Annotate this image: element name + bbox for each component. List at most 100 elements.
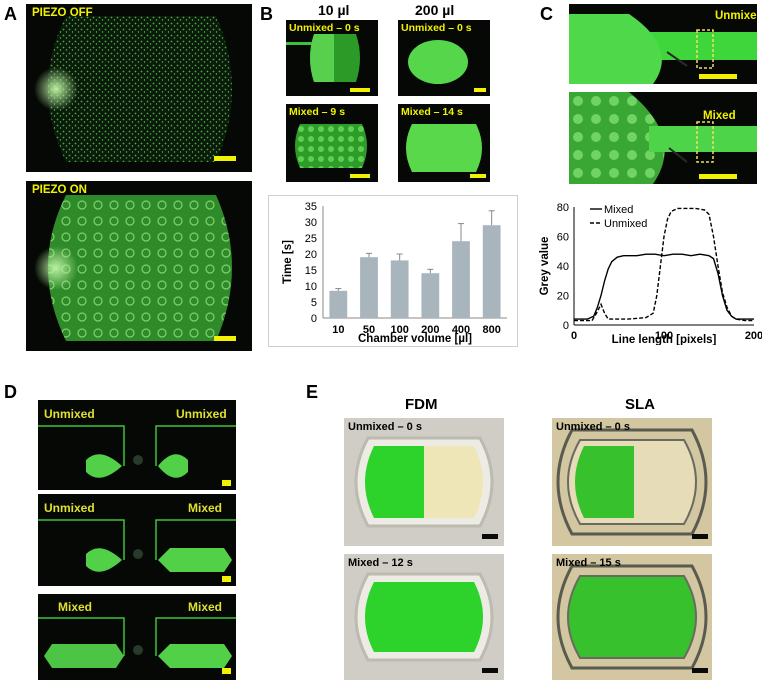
chamber-image-200ul-unmixed: Unmixed – 0 s <box>398 20 490 96</box>
bar <box>452 241 470 318</box>
chamber-speckle-graphic <box>34 16 232 162</box>
right-chamber-label: Mixed <box>188 600 223 614</box>
photo-fdm-mixed: Mixed – 12 s <box>344 554 504 680</box>
series-line-unmixed <box>574 207 754 322</box>
scale-bar <box>350 88 370 92</box>
y-tick-label: 0 <box>563 320 569 332</box>
x-tick-label: 100 <box>655 330 673 342</box>
y-tick-label: 30 <box>305 217 317 229</box>
x-tick-label: 10 <box>332 324 344 336</box>
right-chamber-label: Unmixed <box>176 407 227 421</box>
bar-chart-mixing-time: 0 5 10 15 20 25 30 35 10 50 100 200 400 800 Chamber vo… <box>282 201 507 345</box>
dual-chamber-graphic <box>38 425 236 478</box>
chamber-mixed-graphic <box>34 195 232 341</box>
y-tick-label: 20 <box>557 291 569 303</box>
x-tick-label: 50 <box>363 324 375 336</box>
scale-bar <box>470 174 486 178</box>
fdm-chip-graphic <box>344 418 504 546</box>
dual-chamber-graphic <box>38 519 236 572</box>
scale-bar <box>482 668 498 673</box>
piezo-off-label: PIEZO OFF <box>32 7 93 19</box>
mixed-label: Mixed <box>703 110 736 122</box>
line-chart-frame: 0 20 40 60 80 0 100 200 Mixed Unmixed Line length … <box>534 195 763 346</box>
y-tick-label: 0 <box>311 313 317 325</box>
dual-chamber-image-row-2: Unmixed Mixed <box>38 494 236 586</box>
chamber-image-10ul-unmixed: Unmixed – 0 s <box>286 20 378 96</box>
y-axis-title: Time [s] <box>282 240 294 284</box>
chamber-graphic <box>295 124 367 168</box>
piezo-on-label: PIEZO ON <box>32 184 87 196</box>
bar <box>360 257 378 318</box>
dual-chamber-graphic <box>38 617 236 668</box>
column-heading-fdm: FDM <box>405 396 438 413</box>
roi-box <box>696 29 714 69</box>
image-label: Mixed – 14 s <box>401 106 463 118</box>
image-label: Mixed – 12 s <box>348 557 413 569</box>
scale-bar <box>692 668 708 673</box>
scale-bar <box>214 156 236 161</box>
scale-bar <box>482 534 498 539</box>
scale-bar <box>692 534 708 539</box>
dual-chamber-image-row-1: Unmixed Unmixed <box>38 400 236 490</box>
x-tick-label: 800 <box>482 324 500 336</box>
sla-chip-graphic <box>552 418 712 546</box>
chamber-graphic <box>408 40 468 84</box>
channel-graphic <box>569 14 757 84</box>
column-heading-200ul: 200 µl <box>415 2 455 18</box>
line-chart-grey-value: 0 20 40 60 80 0 100 200 Mixed Unmixed Line length … <box>539 202 763 346</box>
microscopy-image-piezo-on: PIEZO ON <box>26 181 252 351</box>
bar <box>390 260 409 318</box>
y-tick-label: 20 <box>305 249 317 261</box>
x-axis-title: Line length [pixels] <box>612 334 717 345</box>
x-tick-label: 100 <box>390 324 408 336</box>
scale-bar <box>222 576 231 582</box>
bar <box>329 290 348 318</box>
photo-sla-unmixed: Unmixed – 0 s <box>552 418 712 546</box>
column-heading-10ul: 10 µl <box>318 2 350 18</box>
chamber-image-10ul-mixed: Mixed – 9 s <box>286 104 378 182</box>
left-chamber-label: Mixed <box>58 600 93 614</box>
bar <box>482 225 501 318</box>
legend-label-unmixed: Unmixed <box>604 218 647 230</box>
left-chamber-label: Unmixed <box>44 407 95 421</box>
chamber-graphic <box>286 34 360 82</box>
chamber-graphic <box>406 124 482 172</box>
unmixed-label: Unmixed <box>715 10 757 22</box>
x-tick-label: 200 <box>745 330 762 342</box>
channel-graphic <box>569 92 757 184</box>
x-tick-label: 400 <box>452 324 470 336</box>
scale-bar <box>214 336 236 341</box>
panel-letter-c: C <box>540 4 553 24</box>
fdm-chip-graphic <box>344 554 504 680</box>
y-tick-label: 25 <box>305 233 317 245</box>
channel-image-mixed: Mixed <box>569 92 757 184</box>
sla-chip-graphic <box>552 554 712 680</box>
x-tick-label: 200 <box>421 324 439 336</box>
scale-bar <box>699 74 737 79</box>
chamber-image-200ul-mixed: Mixed – 14 s <box>398 104 490 182</box>
microscopy-image-piezo-off: PIEZO OFF <box>26 4 252 172</box>
y-tick-label: 10 <box>305 281 317 293</box>
right-chamber-label: Mixed <box>188 501 223 515</box>
panel-letter-a: A <box>4 4 17 24</box>
panel-letter-d: D <box>4 382 17 402</box>
y-tick-label: 60 <box>557 232 569 244</box>
panel-letter-b: B <box>260 4 273 24</box>
column-heading-sla: SLA <box>625 396 655 413</box>
bar <box>421 273 440 318</box>
image-label: Unmixed – 0 s <box>289 22 360 34</box>
series-line-mixed <box>574 253 754 320</box>
image-label: Unmixed – 0 s <box>348 421 422 433</box>
photo-fdm-unmixed: Unmixed – 0 s <box>344 418 504 546</box>
y-tick-label: 40 <box>557 261 569 273</box>
y-tick-label: 5 <box>311 297 317 309</box>
channel-image-unmixed: Unmixed <box>569 4 757 84</box>
x-axis-title: Chamber volume [µl] <box>358 333 472 345</box>
bar-chart-frame: 0 5 10 15 20 25 30 35 10 50 100 200 400 800 Chamber vo… <box>268 195 518 347</box>
image-label: Unmixed – 0 s <box>556 421 630 433</box>
scale-bar <box>222 668 231 674</box>
image-label: Unmixed – 0 s <box>401 22 472 34</box>
scale-bar <box>699 174 737 179</box>
photo-sla-mixed: Mixed – 15 s <box>552 554 712 680</box>
x-tick-label: 0 <box>571 330 577 342</box>
